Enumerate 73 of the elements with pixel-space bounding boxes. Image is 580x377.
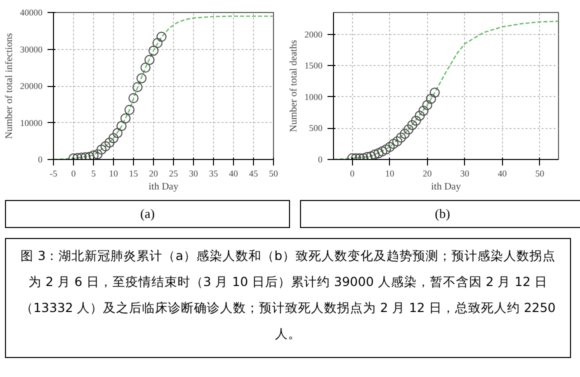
point [152, 38, 162, 48]
x-tick-label: 20 [149, 168, 158, 178]
point [377, 146, 388, 156]
point [124, 104, 134, 115]
y-tick-label: 10000 [20, 118, 43, 128]
point [84, 152, 94, 160]
point [362, 152, 372, 160]
point [92, 149, 102, 160]
point [104, 138, 114, 148]
y-tick-label: 30000 [20, 44, 43, 54]
point [396, 132, 406, 143]
point [144, 54, 154, 65]
x-tick-label: 50 [269, 168, 278, 178]
point [136, 73, 146, 84]
x-tick-label: 45 [249, 168, 258, 178]
x-axis-title: ith Day [148, 182, 178, 192]
point [411, 116, 421, 126]
text: (b) [434, 205, 450, 223]
point [404, 124, 414, 134]
x-tick-label: 50 [535, 168, 545, 178]
point [120, 113, 130, 124]
y-tick-label: 0 [38, 154, 43, 164]
point [388, 138, 398, 149]
x-tick-label: 40 [229, 168, 238, 178]
x-tick-label: 30 [460, 168, 470, 178]
point [96, 144, 106, 155]
point [108, 133, 118, 144]
point [392, 136, 402, 146]
x-tick-label: 5 [91, 168, 96, 178]
point [422, 100, 432, 110]
x-tick-label: 40 [498, 168, 508, 178]
y-axis-title: Number of total infections [4, 32, 15, 139]
point [414, 110, 425, 121]
point [381, 144, 391, 154]
y-tick-label: 1500 [304, 60, 323, 71]
point [418, 106, 428, 116]
point [426, 94, 436, 104]
y-tick-label: 500 [309, 123, 323, 134]
point [128, 93, 138, 104]
point [112, 128, 122, 138]
x-tick-label: 10 [385, 168, 395, 178]
text: (a) [140, 205, 155, 223]
x-tick-label: 0 [71, 168, 76, 178]
caption: 图 3：湖北新冠肺炎累计（a）感染人数和（b）致死人数变化及趋势预测；预计感染人数拐点为 2 月 6 日，至疫情结束时（3 月 10 日后）累计约 39000 人感染，暂不含因 2 月 12 日（13332 人）及之后临床诊断确诊人数；预计致死人数拐点为 2 月 12 日，总致死人约 2250 人。 [19, 247, 557, 343]
point [100, 141, 110, 152]
point [407, 120, 418, 130]
point [430, 88, 440, 98]
y-tick-label: 2000 [304, 29, 323, 40]
y-tick-label: 20000 [20, 81, 43, 91]
x-tick-label: 0 [350, 168, 355, 178]
point [140, 62, 150, 73]
x-tick-label: -5 [50, 168, 58, 178]
point [148, 46, 158, 56]
point [116, 121, 126, 132]
x-tick-label: 30 [189, 168, 198, 178]
point [366, 151, 376, 160]
x-tick-label: 25 [169, 168, 178, 178]
x-tick-label: 20 [422, 168, 432, 178]
y-tick-label: 0 [318, 154, 323, 164]
x-tick-label: 10 [109, 168, 118, 178]
point [374, 148, 384, 158]
point [132, 82, 142, 92]
point [88, 150, 98, 160]
y-tick-label: 40000 [20, 8, 43, 18]
x-tick-label: 15 [129, 168, 138, 178]
point [370, 150, 380, 160]
x-axis-title: ith Day [431, 182, 461, 192]
point [156, 32, 166, 42]
point [384, 142, 395, 152]
y-axis-title: Number of total deaths [288, 40, 300, 132]
y-tick-label: 1000 [304, 92, 323, 102]
x-tick-label: 35 [209, 168, 218, 178]
point [400, 128, 410, 139]
